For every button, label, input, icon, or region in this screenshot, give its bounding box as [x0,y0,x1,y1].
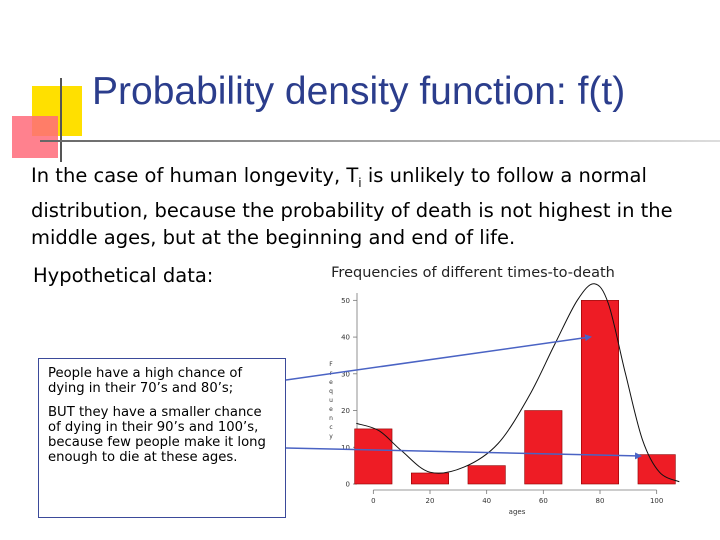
bar-60 [524,410,563,485]
x-tick-label-3: 60 [539,497,548,505]
x-tick-label-4: 80 [596,497,605,505]
bar-20 [411,472,450,485]
intro-subscript: i [358,175,362,190]
x-tick-label-1: 20 [426,497,435,505]
y-axis-label-letter-0: F [329,361,333,368]
x-tick-label-2: 40 [482,497,491,505]
hypothetical-data-label: Hypothetical data: [33,264,214,287]
y-axis-label-letter-1: r [330,370,333,377]
intro-text-start: In the case of human longevity, T [31,164,359,187]
decor-vertical-line [60,78,62,162]
bar-40 [467,465,506,485]
callout-line-1: People have a high chance of dying in th… [48,366,243,396]
y-tick-label-4: 40 [341,334,350,342]
title-underline [40,140,720,142]
y-tick-label-0: 0 [346,481,350,489]
x-tick-label-5: 100 [650,497,663,505]
y-tick-label-3: 30 [341,370,350,378]
y-axis-label-letter-3: q [329,388,333,395]
density-curve [356,283,680,483]
y-axis-label-letter-4: u [329,397,333,404]
intro-paragraph: In the case of human longevity, Ti is un… [31,162,711,251]
y-axis-label-letter-7: c [329,424,332,431]
intro-text-end: is unlikely to follow a normal distribut… [31,164,673,249]
bar-100 [637,454,676,485]
y-axis-label-letter-6: n [329,415,333,422]
slide-title: Probability density function: f(t) [92,70,626,113]
decor-red-square [12,116,58,158]
y-axis-label-letter-5: e [329,406,333,413]
x-tick-label-0: 0 [371,497,375,505]
bar-80 [580,300,619,485]
y-tick-label-2: 20 [341,407,350,415]
frequency-chart: Frequencies of different times-to-death … [329,265,680,516]
x-axis-label: ages [509,508,526,516]
y-tick-label-5: 50 [341,297,350,305]
y-axis-label-letter-2: e [329,379,333,386]
callout-line-2: BUT they have a smaller chance of dying … [48,405,266,465]
callout-box: People have a high chance of dying in th… [38,358,286,518]
y-axis-label-letter-8: y [329,433,333,440]
y-tick-label-1: 10 [341,444,350,452]
chart-title: Frequencies of different times-to-death [331,265,615,281]
